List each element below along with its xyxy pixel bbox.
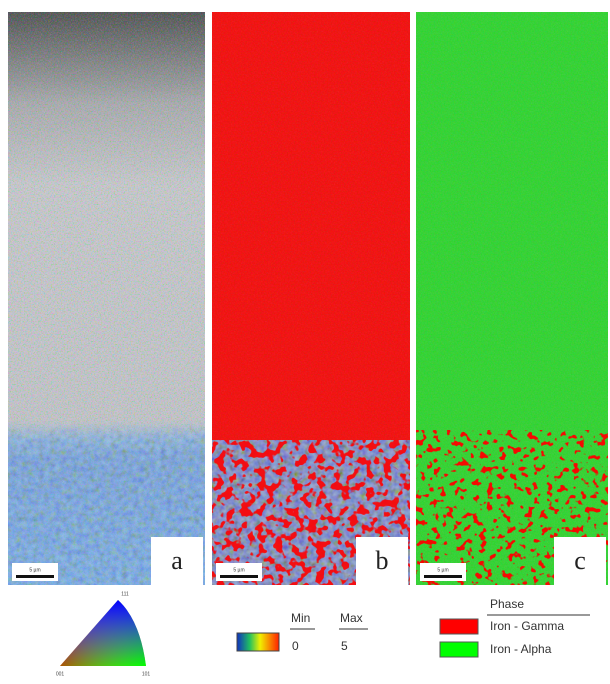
min-value: 0 [292, 639, 299, 653]
ipf-legend: 111 001 101 [56, 591, 151, 677]
scale-bar-label: 5 µm [437, 567, 448, 573]
phase-legend: Phase Iron - Gamma Iron - Alpha [440, 597, 590, 657]
ipf-left-label: 001 [56, 671, 65, 677]
min-label: Min [291, 611, 310, 625]
scale-bar [16, 575, 54, 578]
phase-swatch [440, 619, 478, 634]
panel-label: b [376, 546, 389, 575]
ipf-top-label: 111 [121, 591, 129, 597]
figure: 111 001 101 Min 0 Max 5 Phase Iron - Gam… [0, 0, 610, 679]
scale-bar [424, 575, 462, 578]
scale-bar-label: 5 µm [29, 567, 40, 573]
panel-c [416, 12, 608, 585]
scale-bar-label: 5 µm [233, 567, 244, 573]
page: {"panels": [ {"label": "a", "scale_bar":… [0, 0, 610, 679]
scale-bar [220, 575, 258, 578]
misorientation-legend: Min 0 Max 5 [237, 611, 368, 653]
panel-b [212, 12, 410, 585]
panel-label: a [171, 546, 183, 575]
phase-name: Iron - Alpha [490, 642, 552, 656]
ipf-right-label: 101 [142, 671, 151, 677]
max-label: Max [340, 611, 363, 625]
panel-label: c [574, 546, 586, 575]
panel-a [8, 12, 205, 585]
phase-swatch [440, 642, 478, 657]
color-bar [237, 633, 279, 651]
max-value: 5 [341, 639, 348, 653]
phase-name: Iron - Gamma [490, 619, 564, 633]
phase-title: Phase [490, 597, 524, 611]
